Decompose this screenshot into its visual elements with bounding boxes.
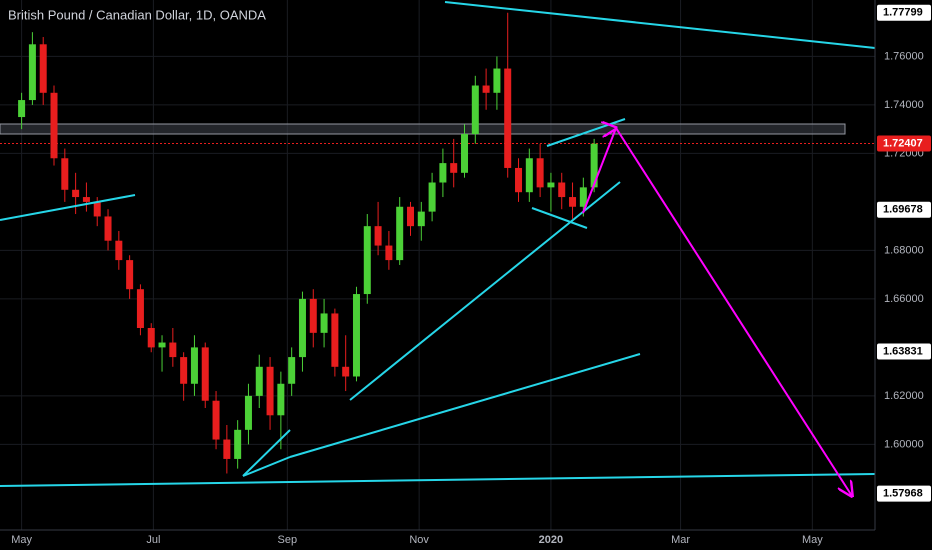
candle-body — [136, 289, 144, 328]
x-tick-label: May — [802, 534, 823, 546]
candle-body — [93, 201, 101, 217]
chart-title: British Pound / Canadian Dollar, 1D, OAN… — [8, 7, 266, 22]
candle-body — [547, 182, 555, 188]
candle-body — [277, 383, 285, 416]
candle-body — [515, 167, 523, 193]
candle-body — [288, 357, 296, 384]
candle-body — [320, 313, 328, 333]
candle-body — [255, 366, 263, 396]
candle-body — [590, 143, 598, 188]
price-label-box — [877, 485, 931, 502]
candle-body — [104, 216, 112, 241]
x-tick-label: Sep — [278, 534, 298, 546]
candle-body — [190, 347, 198, 384]
x-tick-label: Mar — [671, 534, 690, 546]
trend-line — [289, 353, 641, 458]
candle-body — [82, 197, 90, 202]
candle-body — [212, 400, 220, 440]
projection-arrow — [582, 128, 852, 496]
candle-body — [450, 163, 458, 173]
y-tick-label: 1.62000 — [884, 390, 924, 402]
candle-body — [298, 298, 306, 358]
candle-body — [579, 187, 587, 207]
candle-body — [525, 158, 533, 193]
candle-body — [309, 298, 317, 333]
candle-body — [223, 439, 231, 459]
candle-body — [471, 85, 479, 135]
candle-body — [536, 158, 544, 188]
candle-body — [39, 44, 47, 93]
price-axis — [875, 0, 932, 550]
candle-body — [342, 366, 350, 377]
candle-body — [126, 260, 134, 290]
trend-line — [242, 429, 291, 477]
candle-body — [406, 206, 414, 227]
candle-body — [180, 357, 188, 384]
price-label-box — [877, 4, 931, 21]
price-label: 1.63831 — [883, 345, 923, 357]
x-tick-label: Nov — [409, 534, 429, 546]
y-tick-label: 1.74000 — [884, 99, 924, 111]
candle-body — [72, 189, 80, 198]
candle-body — [18, 100, 26, 118]
x-tick-label: 2020 — [539, 534, 563, 546]
candle-body — [61, 158, 69, 190]
candle-body — [158, 342, 166, 348]
candle-body — [266, 366, 274, 416]
trend-line — [531, 207, 588, 229]
trend-line — [0, 194, 136, 221]
price-label: 1.57968 — [883, 488, 923, 500]
candle-body — [504, 68, 512, 168]
candle-body — [169, 342, 177, 358]
y-tick-label: 1.60000 — [884, 438, 924, 450]
candle-body — [493, 68, 501, 93]
x-tick-label: Jul — [146, 534, 160, 546]
x-tick-label: May — [11, 534, 32, 546]
trend-line — [444, 1, 876, 49]
trend-line — [242, 456, 291, 477]
candle-body — [147, 327, 155, 348]
candle-body — [569, 197, 577, 207]
price-label: 1.72407 — [883, 137, 923, 149]
candle-body — [331, 313, 339, 367]
candle-body — [28, 44, 36, 101]
price-label: 1.69678 — [883, 204, 923, 216]
y-tick-label: 1.66000 — [884, 293, 924, 305]
candle-body — [385, 245, 393, 261]
price-label-box — [877, 343, 931, 360]
candle-body — [558, 182, 566, 198]
candle-body — [115, 240, 123, 261]
price-label-box — [877, 135, 931, 152]
candle-body — [50, 92, 58, 159]
candle-body — [244, 395, 252, 430]
candle-body — [428, 182, 436, 212]
trend-line — [349, 181, 621, 401]
candle-body — [374, 226, 382, 246]
price-label-box — [877, 201, 931, 218]
candle-body — [234, 429, 242, 459]
zone-rectangle — [0, 123, 846, 135]
candle-body — [461, 134, 469, 173]
y-tick-label: 1.76000 — [884, 50, 924, 62]
candle-body — [439, 163, 447, 183]
candle-body — [482, 85, 490, 93]
candle-body — [363, 226, 371, 295]
candle-body — [417, 211, 425, 227]
y-tick-label: 1.68000 — [884, 244, 924, 256]
candle-body — [201, 347, 209, 401]
price-label: 1.77799 — [883, 7, 923, 19]
candle-body — [396, 206, 404, 261]
candle-body — [352, 294, 360, 377]
